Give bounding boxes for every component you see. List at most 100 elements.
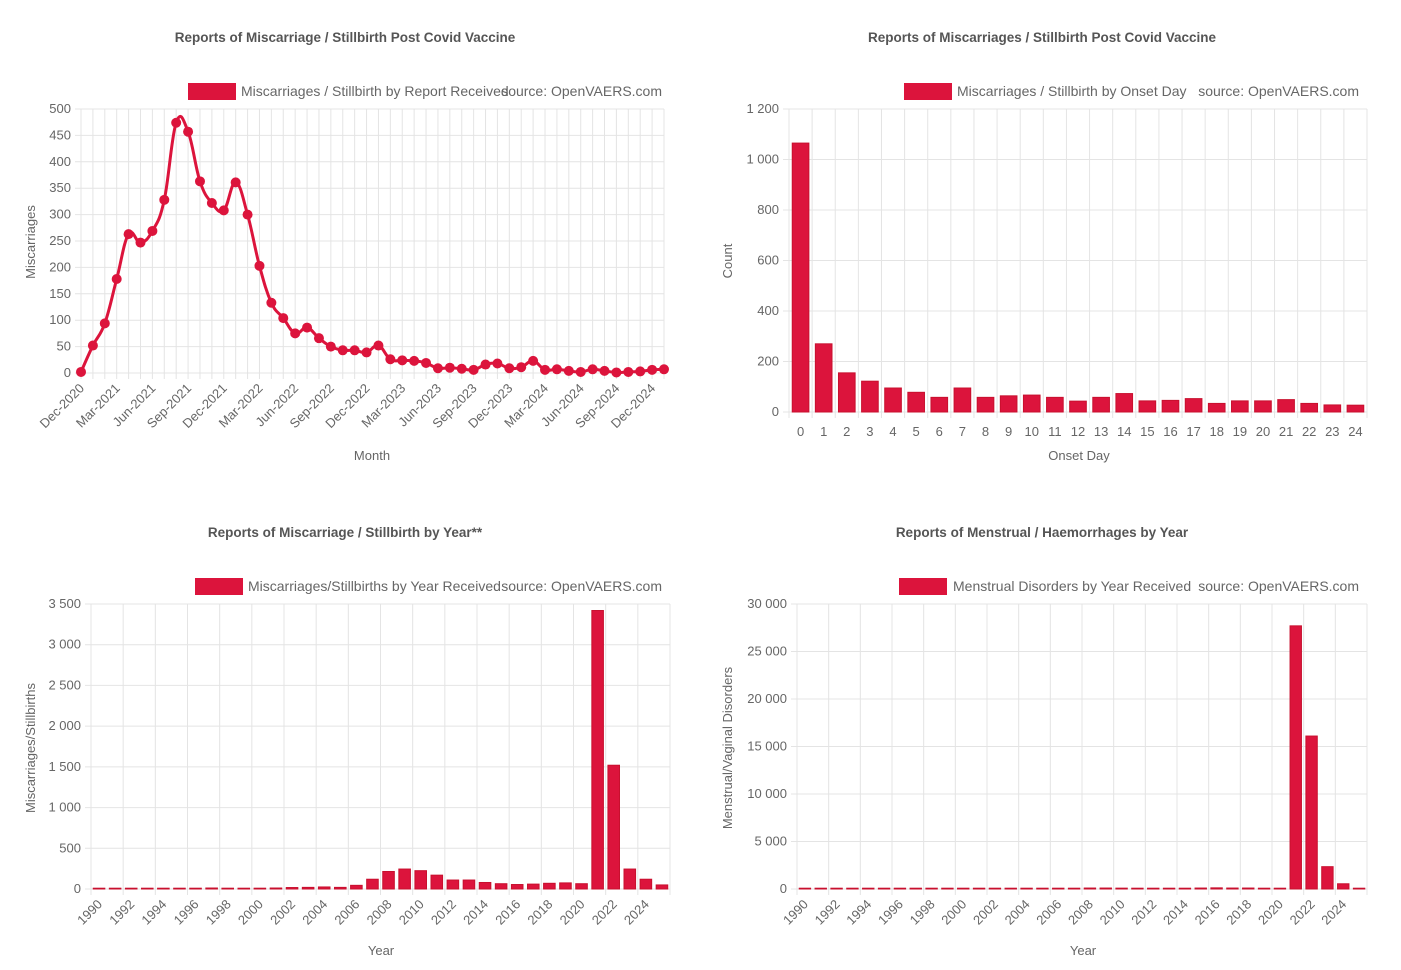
- bar[interactable]: [861, 380, 879, 413]
- bar[interactable]: [1305, 735, 1318, 890]
- bar[interactable]: [884, 387, 902, 413]
- data-point[interactable]: [623, 366, 634, 377]
- bar[interactable]: [791, 142, 810, 413]
- bar[interactable]: [1138, 400, 1157, 413]
- data-point[interactable]: [647, 364, 658, 375]
- bar[interactable]: [1178, 887, 1192, 890]
- data-point[interactable]: [99, 318, 110, 329]
- bar[interactable]: [907, 391, 925, 413]
- bar[interactable]: [575, 883, 588, 890]
- data-point[interactable]: [254, 260, 265, 271]
- bar[interactable]: [253, 887, 267, 890]
- data-point[interactable]: [349, 345, 360, 356]
- bar[interactable]: [301, 886, 315, 890]
- bar[interactable]: [830, 887, 843, 890]
- bar[interactable]: [988, 887, 1002, 890]
- data-point[interactable]: [540, 364, 551, 375]
- legend-label[interactable]: Miscarriages/Stillbirths by Year Receive…: [248, 578, 501, 594]
- bar[interactable]: [1069, 400, 1087, 413]
- data-point[interactable]: [361, 347, 372, 358]
- bar[interactable]: [623, 868, 637, 890]
- bar[interactable]: [221, 887, 234, 890]
- data-point[interactable]: [278, 313, 289, 324]
- bar[interactable]: [1289, 625, 1302, 890]
- bar[interactable]: [953, 387, 972, 413]
- data-point[interactable]: [76, 366, 86, 377]
- bar[interactable]: [559, 882, 572, 890]
- bar[interactable]: [1257, 887, 1271, 890]
- bar[interactable]: [1254, 400, 1272, 413]
- data-point[interactable]: [183, 126, 194, 137]
- bar[interactable]: [124, 887, 138, 890]
- data-point[interactable]: [587, 364, 598, 375]
- bar[interactable]: [909, 887, 922, 890]
- bar[interactable]: [350, 884, 363, 890]
- bar[interactable]: [510, 884, 524, 890]
- data-point[interactable]: [480, 359, 491, 370]
- bar[interactable]: [1300, 402, 1319, 413]
- data-point[interactable]: [444, 362, 455, 373]
- data-point[interactable]: [563, 365, 574, 376]
- data-point[interactable]: [492, 358, 503, 369]
- data-point[interactable]: [313, 333, 324, 344]
- data-point[interactable]: [123, 229, 134, 240]
- bar[interactable]: [269, 887, 283, 890]
- bar[interactable]: [1036, 887, 1049, 890]
- data-point[interactable]: [218, 205, 229, 216]
- bar[interactable]: [846, 887, 859, 890]
- bar[interactable]: [1147, 887, 1160, 890]
- legend-swatch[interactable]: [899, 578, 947, 595]
- data-point[interactable]: [87, 340, 98, 351]
- data-point[interactable]: [194, 176, 205, 187]
- bar[interactable]: [1184, 398, 1203, 413]
- data-point[interactable]: [373, 340, 384, 351]
- bar[interactable]: [157, 887, 170, 890]
- bar[interactable]: [1004, 887, 1017, 890]
- bar[interactable]: [1131, 887, 1144, 890]
- data-point[interactable]: [337, 345, 348, 356]
- bar[interactable]: [334, 886, 347, 890]
- data-point[interactable]: [575, 366, 586, 377]
- bar[interactable]: [1115, 887, 1128, 890]
- bar[interactable]: [527, 883, 540, 890]
- bar[interactable]: [1231, 400, 1249, 413]
- bar[interactable]: [1346, 404, 1365, 413]
- legend-swatch[interactable]: [195, 578, 243, 595]
- bar[interactable]: [1020, 887, 1033, 890]
- bar[interactable]: [92, 887, 106, 890]
- bar[interactable]: [382, 870, 395, 890]
- data-point[interactable]: [230, 177, 241, 188]
- bar[interactable]: [1194, 887, 1207, 890]
- bar[interactable]: [655, 884, 669, 890]
- data-point[interactable]: [599, 365, 610, 376]
- bar[interactable]: [108, 887, 122, 890]
- bar[interactable]: [976, 396, 995, 413]
- legend-swatch[interactable]: [904, 83, 952, 100]
- bar[interactable]: [1083, 887, 1097, 890]
- bar[interactable]: [893, 887, 907, 890]
- bar[interactable]: [414, 870, 427, 890]
- bar[interactable]: [1092, 396, 1110, 413]
- bar[interactable]: [1321, 866, 1334, 890]
- bar[interactable]: [1226, 887, 1239, 890]
- data-point[interactable]: [551, 364, 562, 375]
- data-point[interactable]: [147, 225, 158, 236]
- legend-swatch[interactable]: [188, 83, 236, 100]
- bar[interactable]: [1277, 399, 1295, 413]
- bar[interactable]: [478, 881, 492, 890]
- bar[interactable]: [941, 887, 954, 890]
- bar[interactable]: [237, 887, 251, 890]
- bar[interactable]: [1207, 402, 1226, 413]
- data-point[interactable]: [528, 355, 539, 366]
- bar[interactable]: [1046, 396, 1064, 413]
- bar[interactable]: [1022, 394, 1041, 413]
- bar[interactable]: [462, 879, 476, 890]
- bar[interactable]: [814, 343, 833, 413]
- data-point[interactable]: [432, 363, 443, 374]
- bar[interactable]: [877, 887, 891, 890]
- bar[interactable]: [837, 372, 856, 413]
- data-point[interactable]: [302, 322, 313, 333]
- data-point[interactable]: [111, 274, 122, 285]
- data-point[interactable]: [171, 117, 182, 128]
- legend-label[interactable]: Miscarriages / Stillbirth by Onset Day: [957, 83, 1187, 99]
